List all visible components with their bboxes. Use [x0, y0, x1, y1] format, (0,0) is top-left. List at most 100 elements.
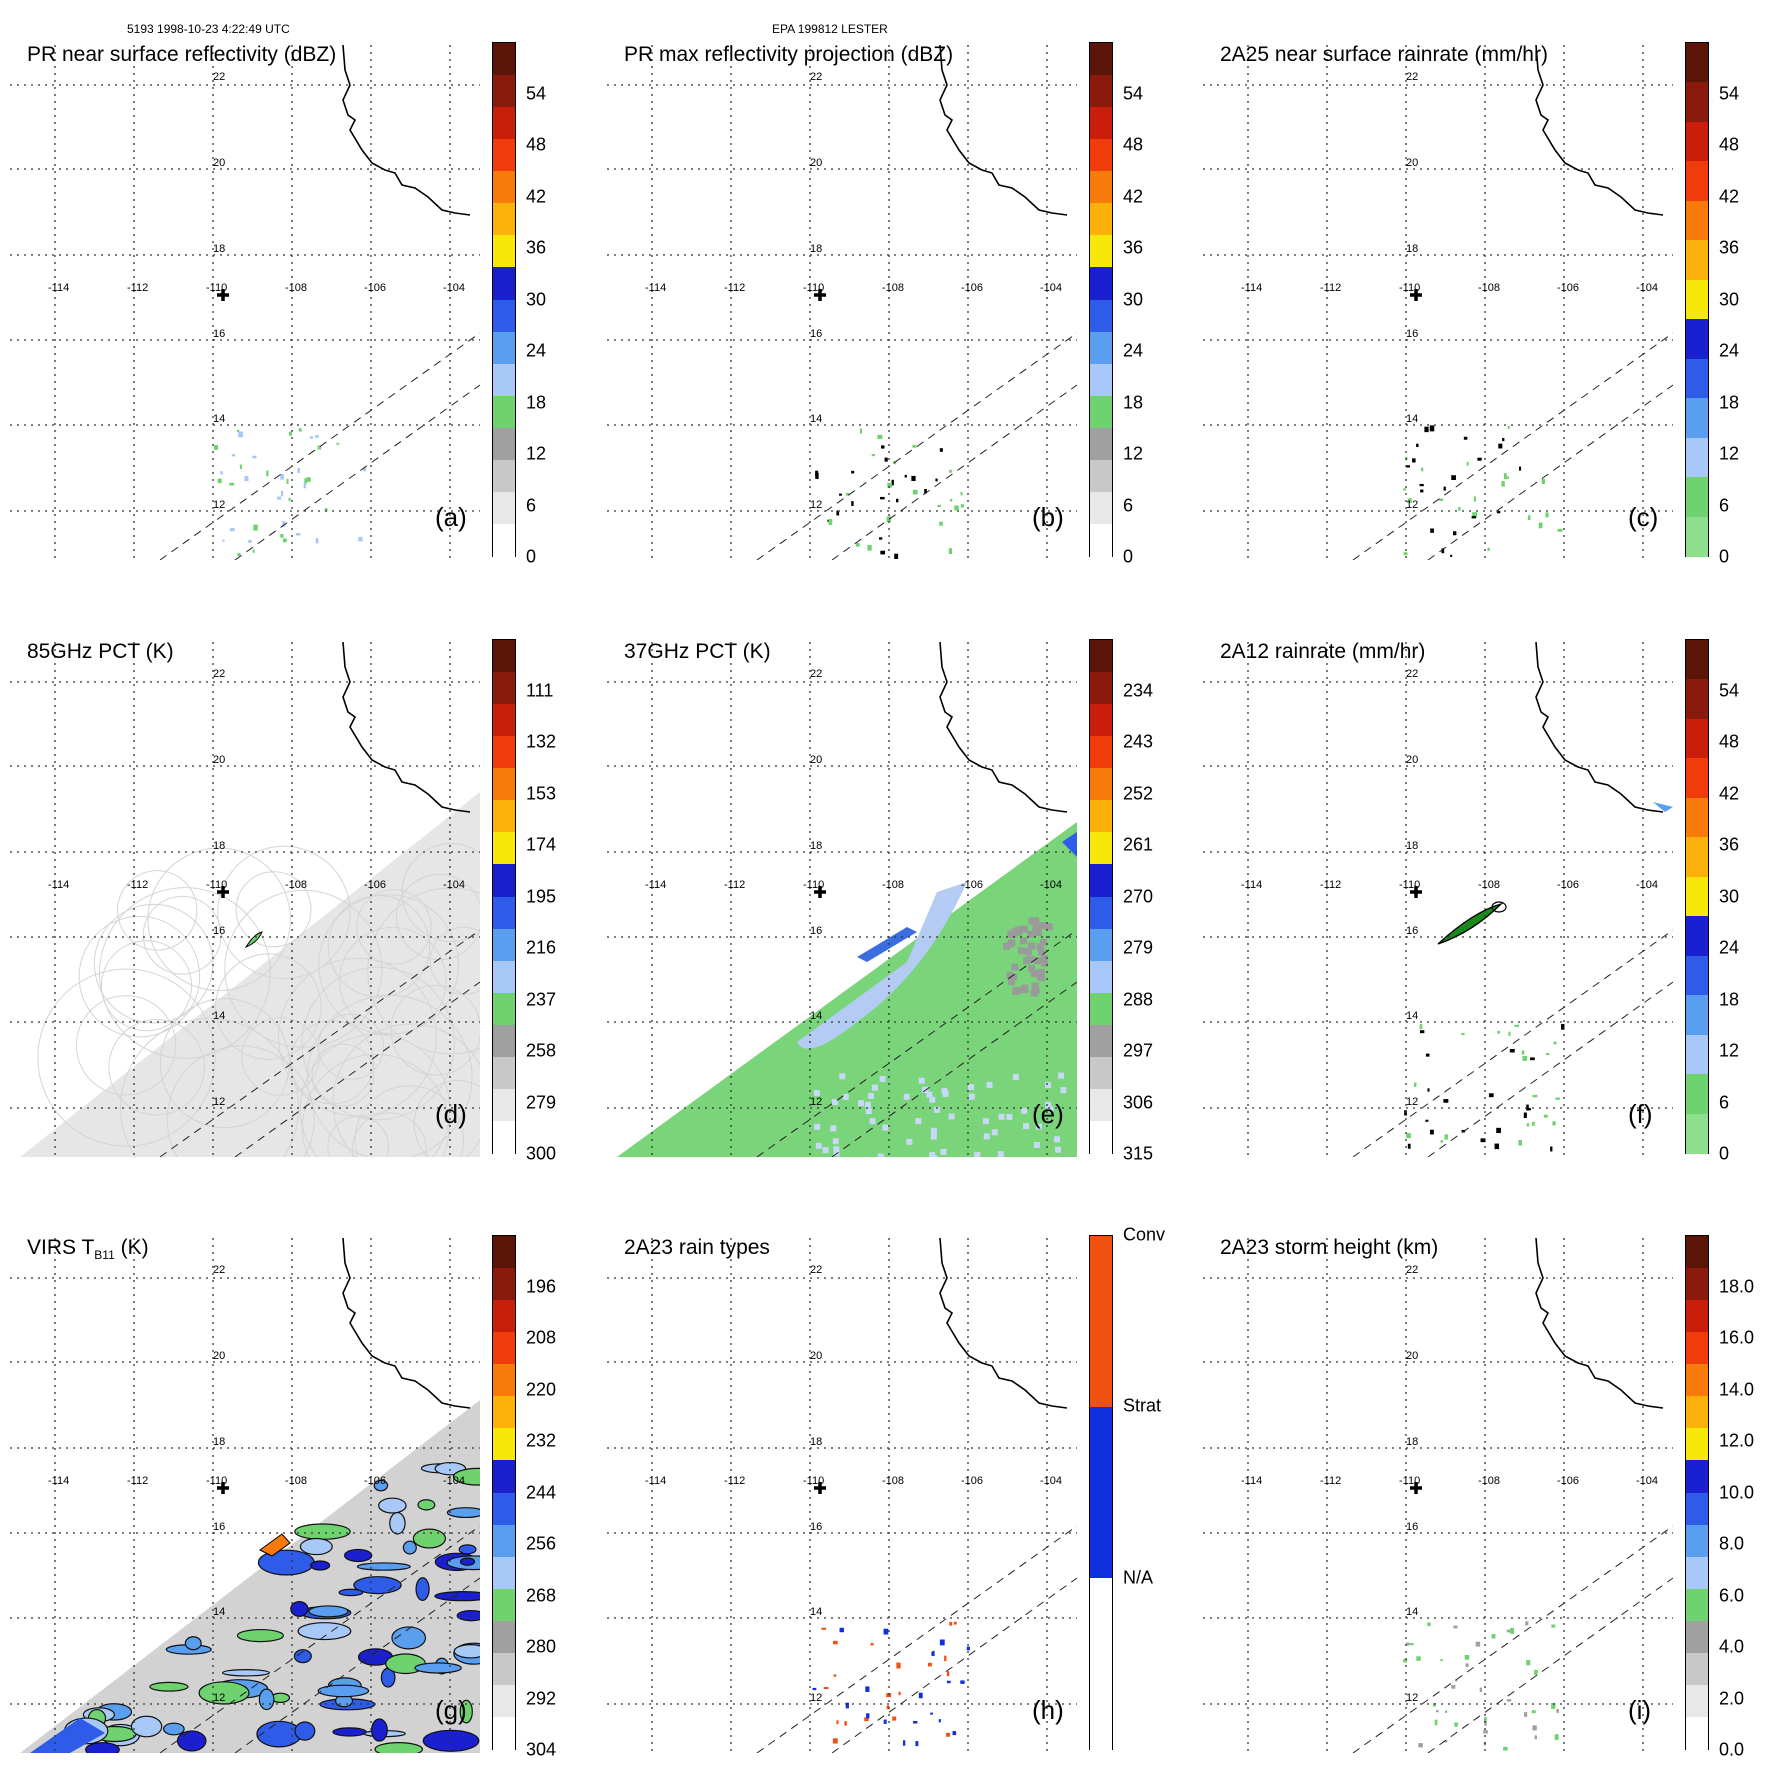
lat-label: 16 — [213, 1521, 225, 1533]
rain-pixel — [881, 445, 885, 449]
colorbar-segment — [493, 427, 515, 461]
rain-pixel — [867, 544, 872, 551]
map-canvas: -114 -112 -110 -108 -106 -104 22 20 18 16 14 12 — [607, 642, 1077, 1157]
colorbar-tick-label: 6 — [1123, 495, 1134, 515]
rain-pixel — [912, 489, 918, 495]
panel-h: -114 -112 -110 -108 -106 -104 22 20 18 16 14 12 2A23… — [597, 1193, 1165, 1773]
rain-pixel — [230, 528, 235, 532]
rain-pixel — [1472, 512, 1478, 518]
panel-title: 2A23 rain types — [624, 1236, 770, 1259]
cloud-cluster — [344, 1548, 373, 1563]
panel-label: (e) — [1032, 1099, 1064, 1129]
cloud-cluster — [415, 1577, 430, 1601]
colorbar-segment — [493, 768, 515, 802]
colorbar — [1685, 1235, 1709, 1751]
colorbar-segment — [1090, 800, 1112, 834]
colorbar-tick-label: 24 — [1719, 937, 1740, 958]
colorbar-tick-label: 237 — [526, 989, 557, 1009]
rain-pixel — [866, 1713, 870, 1719]
texture-ring — [224, 889, 383, 1048]
scatter-pixel — [1054, 1136, 1061, 1143]
swath-edge-left — [1352, 1525, 1673, 1753]
rain-pixel — [304, 478, 308, 484]
cloud-cluster — [308, 1605, 349, 1618]
rain-pixel — [238, 431, 244, 438]
rain-pixel — [966, 1646, 970, 1651]
panel-g: -114 -112 -110 -108 -106 -104 22 20 18 16 14 12 VIRS… — [0, 1193, 556, 1773]
rain-pixel — [883, 1628, 889, 1635]
rain-pixel — [851, 470, 855, 474]
colorbar-tick-label: 54 — [1719, 680, 1740, 700]
warm-pixel — [1024, 948, 1032, 956]
rain-pixel — [1506, 1699, 1512, 1702]
swath-edge-right — [831, 1577, 1077, 1753]
panel-label: (f) — [1628, 1099, 1653, 1129]
scatter-pixel — [830, 1125, 837, 1132]
cloud-cluster — [434, 1591, 480, 1602]
colorbar-segment — [1686, 200, 1708, 242]
rain-pixel — [288, 497, 291, 501]
colorbar-segment — [1090, 331, 1112, 365]
rain-pixel — [1464, 1654, 1470, 1660]
rain-pixel — [1556, 1708, 1559, 1713]
colorbar-segment — [493, 1588, 515, 1622]
coastline — [342, 45, 471, 216]
texture-ring — [289, 1020, 375, 1105]
map-plot: -114 -112 -110 -108 -106 -104 22 20 18 16 14 12 — [10, 45, 480, 560]
colorbar-tick-label: 12 — [526, 443, 547, 464]
texture-ring — [108, 1018, 205, 1116]
colorbar-segment — [1090, 672, 1112, 706]
scatter-pixel — [986, 1081, 993, 1088]
colorbar-segment — [1686, 1332, 1708, 1366]
colorbar — [1089, 42, 1113, 558]
lat-label: 18 — [213, 243, 225, 255]
rain-pixel — [896, 498, 899, 503]
cloud-cluster — [414, 1662, 462, 1674]
colorbar-tick-label: 6 — [526, 495, 537, 515]
lat-label: 18 — [1406, 840, 1418, 852]
rain-pixel — [315, 434, 319, 438]
cloud-cluster — [198, 1681, 250, 1705]
scatter-pixel — [877, 1153, 884, 1157]
cloud-cluster — [338, 1588, 364, 1597]
rain-pixel — [960, 1680, 965, 1684]
scatter-pixel — [974, 1151, 981, 1157]
lat-label: 18 — [810, 840, 822, 852]
rain-pixel — [845, 1702, 849, 1709]
scatter-pixel — [940, 1148, 947, 1155]
rain-pixel — [1427, 1622, 1431, 1627]
colorbar-tick-label: 36 — [1719, 237, 1740, 258]
scatter-pixel — [1060, 1087, 1067, 1094]
colorbar — [1089, 639, 1113, 1155]
rain-pixel — [220, 471, 223, 475]
rain-pixel — [283, 538, 287, 543]
rain-pixel — [306, 477, 311, 482]
rain-pixel — [1453, 1625, 1458, 1629]
lat-label: 20 — [1406, 754, 1418, 766]
rain-pixel — [892, 1716, 897, 1721]
panel-title: 2A12 rainrate (mm/hr) — [1220, 640, 1426, 663]
rain-pixel — [1440, 1658, 1443, 1662]
colorbar — [492, 1235, 516, 1751]
rain-pixel — [1503, 1746, 1508, 1751]
warm-pixel — [1039, 922, 1047, 930]
colorbar-tick-label: 0.0 — [1719, 1739, 1745, 1760]
lon-label: -108 — [1478, 1475, 1500, 1487]
colorbar-tick-label: 48 — [1123, 134, 1144, 155]
colorbar-segment — [493, 75, 515, 109]
colorbar-tick-label: 315 — [1123, 1143, 1154, 1164]
panel-label: (i) — [1628, 1695, 1652, 1725]
coastline — [1535, 642, 1664, 813]
warm-pixel — [1037, 948, 1045, 956]
colorbar-tick-label: 30 — [1719, 289, 1740, 309]
rain-pixel — [1407, 498, 1412, 504]
lon-label: -104 — [1040, 1475, 1062, 1487]
lon-label: -106 — [961, 282, 983, 294]
scatter-pixel — [997, 1151, 1004, 1157]
rain-pixel — [315, 538, 319, 544]
panel-a: -114 -112 -110 -108 -106 -104 22 20 18 16 14 12 PR n… — [0, 0, 546, 580]
lat-label: 16 — [810, 328, 822, 340]
warm-pixel — [1030, 970, 1038, 978]
colorbar-tick-label: 54 — [526, 83, 547, 103]
panel-e: -114 -112 -110 -108 -106 -104 22 20 18 16 14 12 37GH… — [597, 597, 1153, 1177]
